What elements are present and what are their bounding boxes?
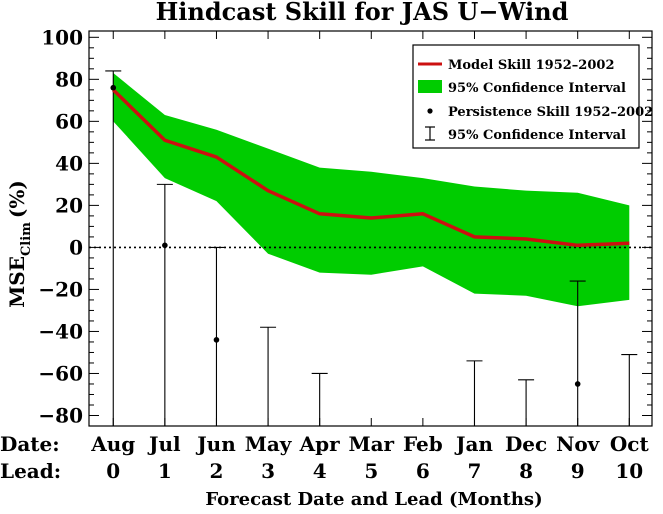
y-tick-label: −80 [38,403,83,427]
plot-frame [88,30,653,427]
y-tick-label: −20 [38,277,83,301]
y-tick-label: 40 [55,151,83,175]
y-tick-label: 20 [55,193,83,217]
y-axis-label-unit: (%) [5,180,29,218]
x-tick-date-label: Nov [556,432,601,456]
persistence-point [574,381,581,387]
lead-row-label: Lead: [0,459,61,483]
legend: Model Skill 1952–2002 95% Confidence Int… [412,44,653,149]
x-tick-lead-label: 2 [210,459,224,483]
legend-model-ci-label: 95% Confidence Interval [448,81,626,96]
x-axis-label: Forecast Date and Lead (Months) [205,489,542,510]
plot-area: −80 −60 −40 −20 0 20 40 60 80 100 Aug 0 Jul 1 Jun 2 May 3… [38,25,653,483]
x-tick-date-label: Jan [454,432,493,456]
y-axis-label-sub: Clim [19,222,34,256]
y-tick-label: 0 [69,235,83,259]
x-tick-date-label: Aug [90,432,135,456]
x-tick-date-label: Dec [505,432,547,456]
x-tick-lead-label: 1 [158,459,172,483]
y-tick-label: 80 [55,67,83,91]
y-tick-label: 100 [41,25,83,49]
chart-title: Hindcast Skill for JAS U−Wind [156,0,569,26]
y-tick-label: −60 [38,361,83,385]
legend-box [412,44,640,149]
y-tick-label: −40 [38,319,83,343]
model-skill-line [112,88,630,248]
x-tick-lead-label: 4 [313,459,327,483]
legend-persistence-ci-label: 95% Confidence Interval [448,128,626,143]
x-tick-lead-label: 0 [106,459,120,483]
x-tick-lead-label: 6 [416,459,430,483]
x-tick-date-label: Feb [403,432,443,456]
y-axis-label: MSEClim (%) [5,180,34,308]
persistence-point [110,84,117,91]
svg-text:MSEClim(%): MSEClim (%) [5,180,34,308]
x-tick-date-label: Jun [195,432,236,456]
legend-persistence-swatch [427,108,433,114]
x-tick-date-label: Oct [610,432,650,456]
legend-model-ci-swatch [418,80,442,93]
x-tick-lead-label: 10 [615,459,643,483]
x-tick-date-label: Jul [147,432,181,456]
y-axis-label-main: MSE [5,256,29,308]
x-tick-lead-label: 3 [261,459,275,483]
x-tick-date-label: May [245,432,293,456]
persistence-point [162,242,168,249]
legend-model-skill-label: Model Skill 1952–2002 [448,58,615,73]
legend-persistence-label: Persistence Skill 1952–2002 [448,105,653,120]
x-tick-lead-label: 8 [519,459,533,483]
persistence-point [213,337,220,343]
date-row-label: Date: [0,432,60,456]
x-tick-lead-label: 7 [468,459,482,483]
x-tick-lead-label: 9 [571,459,585,483]
x-tick-date-label: Mar [348,432,394,456]
x-tick-lead-label: 5 [364,459,378,483]
x-tick-date-label: Apr [299,432,341,456]
y-tick-label: 60 [55,109,83,133]
legend-persistence-ci-swatch [425,126,435,141]
